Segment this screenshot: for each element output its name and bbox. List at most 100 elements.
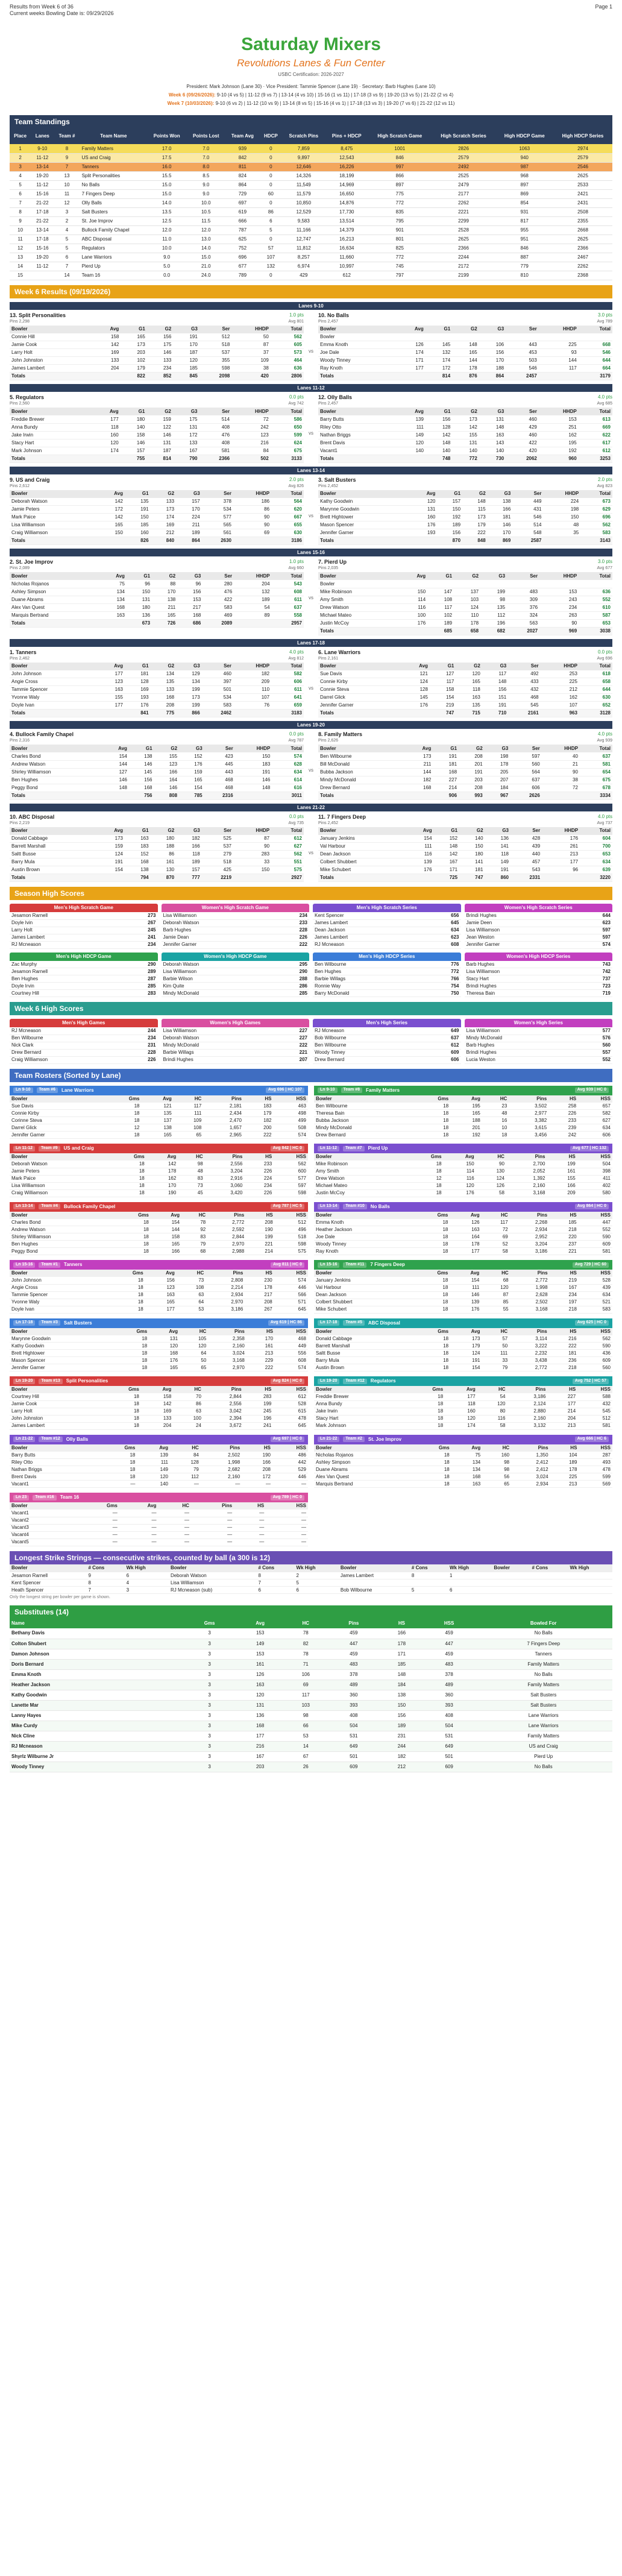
bowler-cell: 134 (99, 588, 127, 596)
roster-cell: Mason Spencer (10, 1356, 115, 1365)
match-col-header: Total (579, 572, 612, 581)
roster-cell: Dean Jackson (314, 1291, 414, 1299)
roster-cell: Vacant3 (10, 1524, 75, 1532)
bowler-cell: 176 (398, 619, 428, 628)
roster-cell: Craig Williamson (10, 1189, 110, 1197)
sub-cell: 459 (423, 1628, 475, 1639)
bowler-cell: Nicholas Rojanos (10, 580, 99, 588)
match-col-header: G1 (437, 490, 463, 498)
bowler-row: Ashley Simpson 134 150 170 156 476 132 608 (10, 588, 304, 596)
roster-cell: 609 (578, 1356, 612, 1365)
bowler-cell: 624 (270, 439, 304, 447)
bowler-cell: Austin Brown (10, 866, 98, 875)
sub-cell: 153 (236, 1628, 284, 1639)
totals-cell: 420 (231, 372, 271, 381)
team-name: 10. No Balls (318, 312, 350, 318)
roster-cell: 600 (274, 1168, 308, 1176)
roster-cell: 179 (450, 1342, 482, 1350)
sub-cell: 378 (423, 1669, 475, 1680)
team-pins: Pins 2,089 (10, 566, 30, 571)
team-avg: Avg 787 (288, 738, 304, 743)
high-score-row: Nick Clark 231 (10, 1042, 158, 1050)
bowler-name: Larry Holt (10, 927, 124, 934)
standings-cell: 779 (495, 262, 553, 271)
high-score-box: Men's High Series RJ Mcneason 649 Bob Wilbo… (313, 1019, 461, 1064)
bowler-cell: 157 (437, 497, 463, 506)
roster-col-header: HC (476, 1153, 506, 1161)
match-col-header: G3 (176, 662, 202, 670)
bowler-cell (579, 580, 612, 588)
roster-cell: Drew Watson (314, 1175, 406, 1183)
roster-col-header: Pins (203, 1095, 243, 1103)
roster-cell: 197 (549, 1299, 579, 1306)
roster-cell: 18 (408, 1422, 445, 1430)
strings-cell: Deborah Watson (168, 1572, 257, 1580)
roster-cell: 12 (406, 1175, 444, 1183)
roster-cell: 200 (243, 1124, 274, 1132)
team-pins-row: Pins 2,452 Avg 823 (318, 484, 612, 490)
roster-team-num: Team #12 (39, 1437, 63, 1443)
sub-cell: 459 (327, 1628, 380, 1639)
sub-row: Mike Curdy 3 168 66 504 189 504 Lane Warriors (10, 1721, 612, 1731)
match-col-header: Bowler (10, 572, 99, 581)
totals-cell: 756 (128, 792, 154, 800)
match-table: Bowler Avg G1 G2 G3 Ser HHDP Total Nicholas Roja… (10, 572, 304, 628)
high-score-table: Zac Murphy 290 Jesamon Rarnell 289 Ben Hughe… (10, 960, 158, 998)
roster-cell: Sue Davis (10, 1102, 105, 1110)
roster-cell: 18 (115, 1226, 151, 1234)
roster-row: Saltt Busse 18 124 111 2,232 181 436 (314, 1349, 612, 1358)
match-col-header: G1 (121, 325, 147, 333)
roster-lanes: Ln 11-12 (13, 1145, 36, 1151)
standings-cell: 10.5 (186, 207, 226, 217)
score-value: 295 (275, 960, 309, 969)
roster-cell: 504 (577, 1160, 612, 1168)
bowler-cell: 151 (482, 693, 509, 702)
bowler-cell: Val Harbour (318, 842, 406, 851)
roster-table: Bowler Gms Avg HC Pins HS HSS Deborah Watson 18 1… (10, 1153, 308, 1197)
match-block: 2. St. Joe Improv 1.0 pts Pins 2,089 Avg 66… (10, 559, 612, 635)
bowler-cell: 180 (459, 850, 485, 859)
strings-cell (530, 1572, 568, 1580)
match-col-header: Total (579, 662, 612, 670)
roster-cell: 18 (104, 1102, 142, 1110)
roster-col-header: Pins (509, 1211, 550, 1219)
roster-cell: 18 (110, 1160, 146, 1168)
roster-card: Ln 13-14 Team #10 No Balls Avg 864 | HC 0 Bo… (314, 1201, 612, 1256)
high-score-row: Jean Weston 597 (464, 934, 612, 942)
sub-cell: No Balls (474, 1628, 612, 1639)
team-name: 11. 7 Fingers Deep (318, 813, 366, 820)
roster-cell: Duane Abrams (314, 1466, 416, 1474)
roster-row: Vacant2— — — — — — (10, 1517, 308, 1525)
roster-cell: 566 (274, 1291, 308, 1299)
bowler-cell: 177 (396, 364, 426, 373)
roster-cell: 598 (274, 1240, 308, 1249)
bowler-cell (506, 333, 539, 342)
bowler-cell: 168 (150, 693, 177, 702)
bowler-row: Brent Davis 120 148 131 143 422 195 617 (318, 439, 612, 447)
vs-label: vs (309, 767, 313, 773)
roster-cell: — (266, 1524, 308, 1532)
standings-cell: 11,166 (282, 225, 325, 235)
roster-cell: — (266, 1538, 308, 1546)
bowler-row: Joe Dale 174 132 165 156 453 93 546 (318, 348, 612, 357)
roster-cell: 214 (547, 1408, 578, 1416)
roster-col-header: Pins (208, 1327, 247, 1335)
bowler-cell: 613 (578, 415, 612, 424)
roster-col-header: Bowler (314, 1327, 415, 1335)
bowler-row: Mike Schubert 176 171 181 191 543 96 639 (318, 866, 612, 875)
sub-cell: 649 (423, 1741, 475, 1752)
standings-cell: 11 (10, 235, 31, 244)
bowler-cell: 146 (146, 348, 174, 357)
roster-cell: 140 (137, 1480, 171, 1488)
standings-row: 13 19-20 6 Lane Warriors 9.0 15.0 696 107 8,257 1… (10, 253, 612, 262)
totals-cell: 673 (126, 619, 152, 628)
sub-cell: 26 (283, 1762, 328, 1772)
bowler-cell: 136 (485, 834, 510, 843)
standings-cell: 107 (259, 253, 283, 262)
standings-cell: 19-20 (31, 253, 54, 262)
roster-header: Ln 13-14 Team #4 Bullock Family Chapel Avg … (10, 1201, 308, 1212)
sub-cell: 163 (236, 1680, 284, 1690)
standings-cell: Tanners (80, 162, 148, 172)
bowler-cell: 199 (480, 588, 507, 596)
roster-col-header: Avg (450, 1211, 482, 1219)
